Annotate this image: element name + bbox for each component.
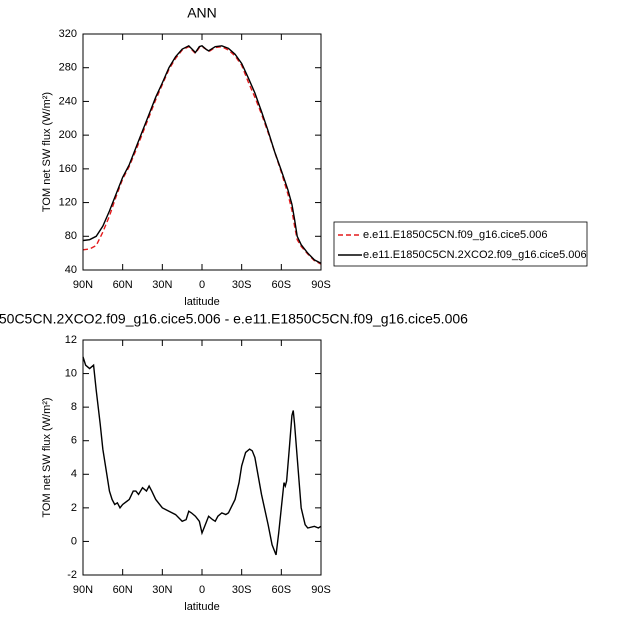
x-tick-label: 30S	[232, 584, 252, 596]
x-tick-label: 30N	[152, 584, 172, 596]
x-tick-label: 60N	[113, 584, 133, 596]
x-tick-label: 90S	[311, 584, 331, 596]
y-tick-label: 40	[65, 264, 77, 276]
x-tick-label: 60N	[113, 279, 133, 291]
x-tick-label: 90S	[311, 279, 331, 291]
y-tick-label: 80	[65, 230, 77, 242]
plot-frame	[82, 33, 322, 271]
legend-label: e.e11.E1850C5CN.2XCO2.f09_g16.cice5.006	[363, 249, 587, 261]
data-line	[82, 44, 322, 264]
x-axis-label: latitude	[184, 601, 219, 613]
legend-label: e.e11.E1850C5CN.f09_g16.cice5.006	[363, 229, 548, 241]
data-line	[82, 356, 322, 556]
x-tick-label: 0	[199, 279, 205, 291]
x-tick-label: 90N	[73, 279, 93, 291]
y-tick-label: 12	[65, 334, 77, 346]
y-axis-label: TOM net SW flux (W/m²)	[41, 397, 53, 517]
x-tick-label: 0	[199, 584, 205, 596]
plot-frame	[82, 339, 322, 576]
y-tick-label: 200	[59, 129, 77, 141]
y-tick-label: 320	[59, 28, 77, 40]
y-tick-label: 4	[71, 468, 77, 480]
y-tick-label: 8	[71, 401, 77, 413]
chart-title: ANN	[187, 5, 217, 21]
y-tick-label: -2	[67, 569, 77, 581]
y-tick-label: 6	[71, 435, 77, 447]
legend-box	[333, 221, 588, 267]
y-axis-label: TOM net SW flux (W/m²)	[41, 92, 53, 212]
x-tick-label: 60S	[272, 584, 292, 596]
data-line	[82, 45, 322, 265]
y-tick-label: 160	[59, 163, 77, 175]
chart-title: e.e11.E1850C5CN.2XCO2.f09_g16.cice5.006 …	[0, 311, 468, 327]
y-tick-label: 10	[65, 367, 77, 379]
x-tick-label: 30S	[232, 279, 252, 291]
y-tick-label: 280	[59, 62, 77, 74]
y-tick-label: 240	[59, 95, 77, 107]
x-tick-label: 90N	[73, 584, 93, 596]
y-tick-label: 120	[59, 196, 77, 208]
y-tick-label: 2	[71, 502, 77, 514]
x-tick-label: 30N	[152, 279, 172, 291]
x-tick-label: 60S	[272, 279, 292, 291]
y-tick-label: 0	[71, 535, 77, 547]
x-axis-label: latitude	[184, 296, 219, 308]
